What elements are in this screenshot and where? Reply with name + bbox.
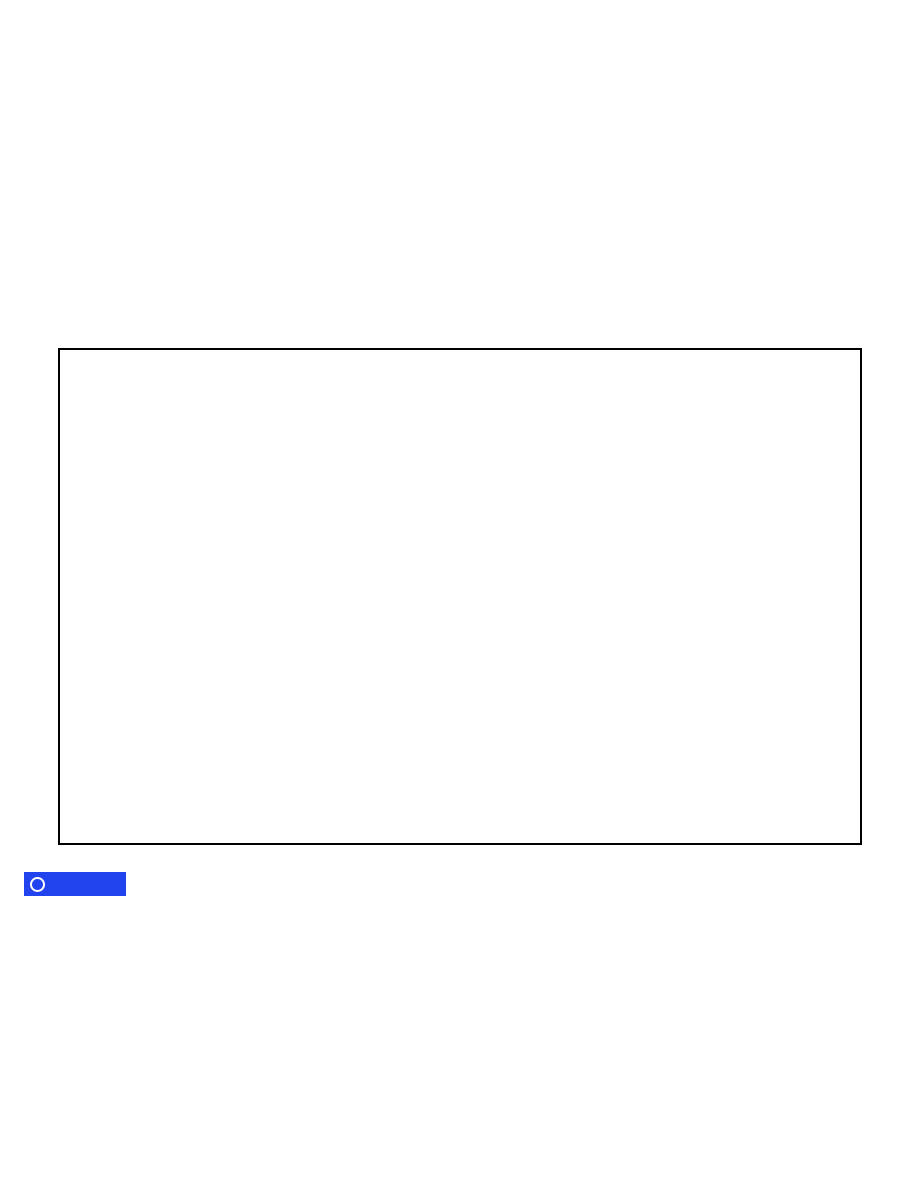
humidity-field-canvas xyxy=(60,350,860,843)
copyright-icon xyxy=(30,876,45,892)
map-plot-area[interactable] xyxy=(58,348,862,845)
weaclim-logo-badge[interactable] xyxy=(24,872,126,896)
colorbar[interactable] xyxy=(262,912,674,938)
